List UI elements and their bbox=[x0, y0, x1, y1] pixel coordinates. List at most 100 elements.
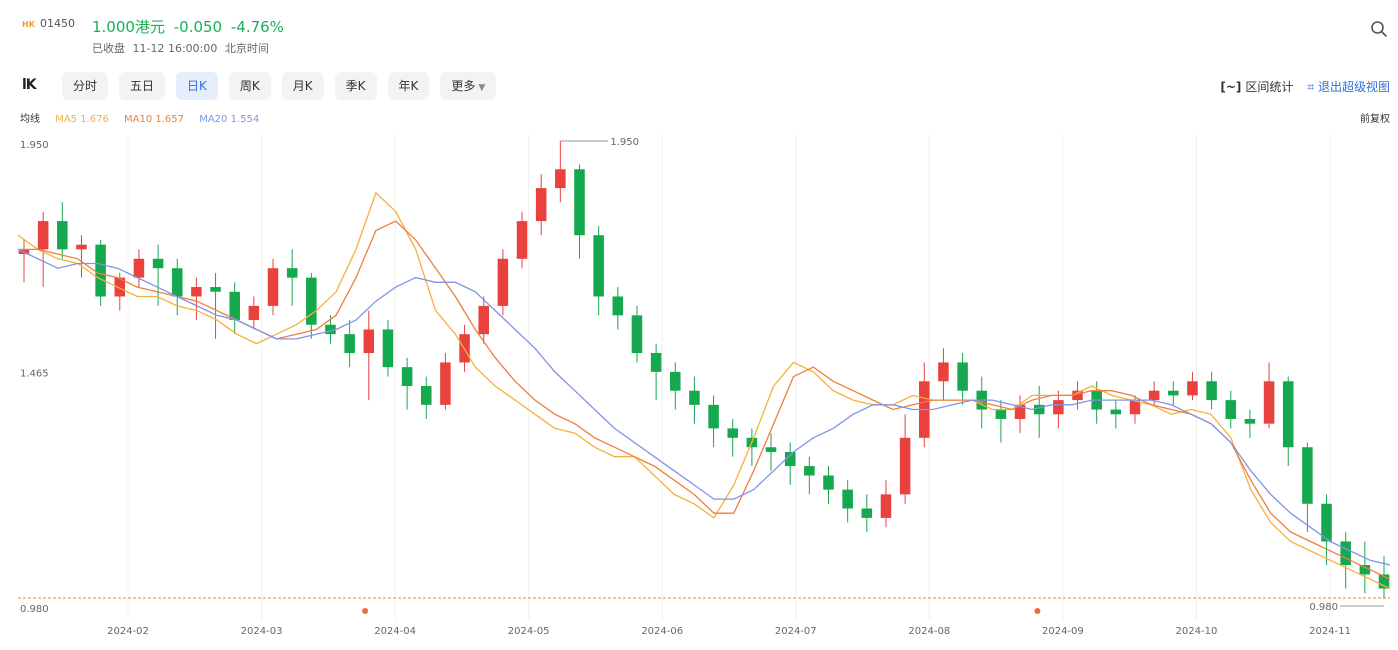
candle-body[interactable] bbox=[1378, 574, 1390, 589]
candle-body[interactable] bbox=[133, 258, 145, 278]
event-marker-dot[interactable] bbox=[1034, 608, 1041, 614]
candle-body[interactable] bbox=[823, 475, 834, 490]
candle-body[interactable] bbox=[325, 324, 336, 335]
candle-body[interactable] bbox=[938, 362, 949, 382]
candle-body[interactable] bbox=[689, 390, 700, 405]
x-tick-label: 2024-07 bbox=[775, 626, 817, 637]
price-change-pct: -4.76% bbox=[230, 18, 284, 36]
ma20-line bbox=[17, 248, 1391, 566]
status-timezone: 北京时间 bbox=[224, 42, 269, 55]
tab-intraday[interactable]: 分时 bbox=[62, 72, 109, 100]
candle-body[interactable] bbox=[631, 315, 643, 354]
candle-body[interactable] bbox=[497, 258, 509, 306]
candle-body[interactable] bbox=[95, 244, 106, 297]
candle-body[interactable] bbox=[76, 244, 87, 250]
candle-body[interactable] bbox=[899, 437, 911, 495]
candle-body[interactable] bbox=[880, 494, 892, 518]
search-icon[interactable] bbox=[1370, 20, 1388, 38]
candle-body[interactable] bbox=[248, 305, 260, 321]
candle-body[interactable] bbox=[1244, 418, 1256, 424]
tab-quarterly-k[interactable]: 季K bbox=[334, 72, 377, 100]
candle-body[interactable] bbox=[152, 258, 164, 269]
ma5-line bbox=[17, 191, 1391, 590]
candle-body[interactable] bbox=[957, 362, 968, 391]
candle-body[interactable] bbox=[670, 371, 681, 391]
candle-body[interactable] bbox=[267, 268, 279, 306]
candle-body[interactable] bbox=[306, 277, 317, 325]
tab-monthly-k[interactable]: 月K bbox=[281, 72, 324, 100]
range-stats-icon: [~] bbox=[1220, 80, 1242, 94]
candle-body[interactable] bbox=[708, 404, 719, 429]
candle-body[interactable] bbox=[401, 367, 413, 386]
candle-body[interactable] bbox=[1187, 381, 1198, 396]
tab-more-label: 更多 bbox=[451, 79, 476, 93]
candle-body[interactable] bbox=[535, 188, 547, 222]
candle-body[interactable] bbox=[57, 221, 68, 250]
x-tick-label: 2024-04 bbox=[374, 626, 416, 637]
candle-body[interactable] bbox=[229, 291, 240, 321]
candle-body[interactable] bbox=[1359, 565, 1371, 575]
candle-body[interactable] bbox=[1129, 400, 1141, 415]
candle-body[interactable] bbox=[842, 489, 853, 509]
candle-body[interactable] bbox=[804, 466, 815, 476]
ma20-value: MA20 1.554 bbox=[199, 114, 260, 125]
candle-body[interactable] bbox=[1053, 400, 1064, 415]
candle-body[interactable] bbox=[478, 305, 489, 335]
candle-body[interactable] bbox=[612, 296, 624, 316]
candle-body[interactable] bbox=[1206, 381, 1217, 401]
candle-body[interactable] bbox=[1110, 409, 1122, 415]
ma-legend: 均线 MA5 1.676 MA10 1.657 MA20 1.554 bbox=[20, 110, 271, 125]
exit-super-view-button[interactable]: ⌗ 退出超级视图 bbox=[1307, 80, 1390, 94]
x-tick-label: 2024-02 bbox=[107, 626, 149, 637]
range-stats-button[interactable]: [~] 区间统计 bbox=[1220, 80, 1293, 94]
event-marker-dot[interactable] bbox=[362, 608, 369, 614]
candle-body[interactable] bbox=[171, 268, 183, 297]
candle-body[interactable] bbox=[440, 362, 451, 405]
candle-body[interactable] bbox=[344, 334, 355, 354]
candle-body[interactable] bbox=[765, 447, 777, 452]
candle-body[interactable] bbox=[1282, 381, 1294, 448]
candle-body[interactable] bbox=[420, 385, 432, 405]
ma10-value: MA10 1.657 bbox=[124, 114, 185, 125]
candle-body[interactable] bbox=[555, 169, 566, 189]
candle-body[interactable] bbox=[210, 287, 221, 292]
candle-body[interactable] bbox=[1072, 390, 1083, 401]
x-tick-label: 2024-08 bbox=[908, 626, 950, 637]
candle-body[interactable] bbox=[727, 428, 738, 438]
x-tick-label: 2024-03 bbox=[241, 626, 283, 637]
candle-body[interactable] bbox=[1321, 503, 1332, 542]
candle-body[interactable] bbox=[861, 508, 873, 518]
candle-body[interactable] bbox=[574, 169, 585, 236]
tab-weekly-k[interactable]: 周K bbox=[228, 72, 271, 100]
candle-body[interactable] bbox=[593, 235, 604, 297]
tab-yearly-k[interactable]: 年K bbox=[387, 72, 430, 100]
tab-daily-k[interactable]: 日K bbox=[176, 72, 218, 100]
candle-body[interactable] bbox=[191, 287, 202, 297]
candle-body[interactable] bbox=[1302, 447, 1313, 504]
adjustment-mode[interactable]: 前复权 bbox=[1360, 114, 1390, 125]
candle-body[interactable] bbox=[37, 221, 49, 250]
candle-body[interactable] bbox=[1225, 400, 1237, 419]
candle-body[interactable] bbox=[363, 329, 375, 354]
candle-body[interactable] bbox=[1033, 404, 1045, 415]
tab-more[interactable]: 更多 ▼ bbox=[440, 72, 497, 100]
ma-legend-label: 均线 bbox=[20, 114, 40, 125]
candle-body[interactable] bbox=[995, 409, 1007, 419]
candle-body[interactable] bbox=[114, 277, 126, 297]
candle-body[interactable] bbox=[1263, 381, 1275, 424]
candle-body[interactable] bbox=[1148, 390, 1160, 401]
candle-body[interactable] bbox=[784, 451, 796, 467]
candle-body[interactable] bbox=[516, 221, 528, 259]
chevron-down-icon: ▼ bbox=[478, 83, 486, 93]
candle-body[interactable] bbox=[382, 329, 394, 368]
candle-body[interactable] bbox=[650, 353, 662, 372]
range-stats-label: 区间统计 bbox=[1245, 80, 1294, 94]
candle-body[interactable] bbox=[1014, 404, 1026, 419]
candle-body[interactable] bbox=[286, 268, 298, 278]
candle-body[interactable] bbox=[1340, 541, 1351, 566]
kline-logo-icon: lK bbox=[22, 77, 37, 93]
toolbar-right: [~] 区间统计 ⌗ 退出超级视图 bbox=[1220, 78, 1390, 95]
tab-five-day[interactable]: 五日 bbox=[119, 72, 166, 100]
candle-body[interactable] bbox=[1168, 390, 1179, 396]
